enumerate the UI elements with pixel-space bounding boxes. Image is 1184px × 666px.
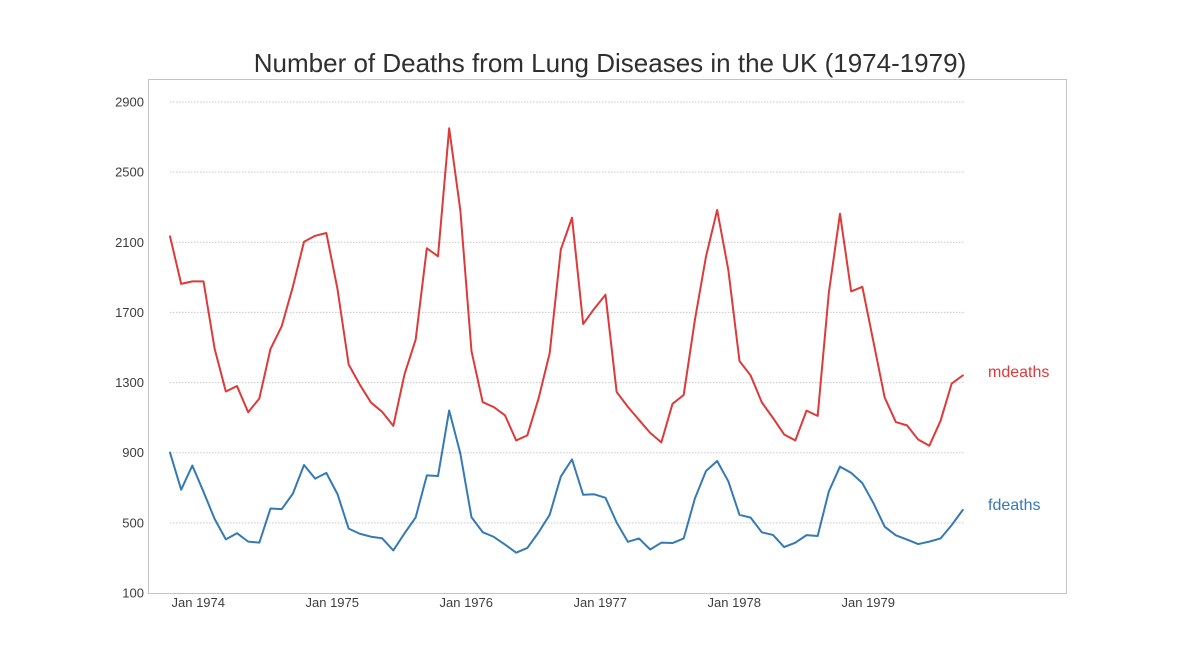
svg-text:1300: 1300 xyxy=(115,375,144,390)
svg-text:2500: 2500 xyxy=(115,165,144,180)
svg-text:Number of Deaths from Lung Dis: Number of Deaths from Lung Diseases in t… xyxy=(254,48,966,78)
svg-text:Jan 1975: Jan 1975 xyxy=(306,595,360,610)
svg-text:500: 500 xyxy=(122,515,144,530)
svg-text:mdeaths: mdeaths xyxy=(988,364,1049,381)
svg-text:2100: 2100 xyxy=(115,235,144,250)
svg-text:Jan 1976: Jan 1976 xyxy=(440,595,494,610)
svg-text:Jan 1979: Jan 1979 xyxy=(842,595,896,610)
svg-text:Jan 1974: Jan 1974 xyxy=(172,595,226,610)
svg-text:100: 100 xyxy=(122,586,144,601)
svg-text:2900: 2900 xyxy=(115,95,144,110)
svg-text:fdeaths: fdeaths xyxy=(988,497,1040,514)
svg-text:Jan 1978: Jan 1978 xyxy=(708,595,762,610)
svg-text:1700: 1700 xyxy=(115,305,144,320)
svg-text:900: 900 xyxy=(122,445,144,460)
svg-text:Jan 1977: Jan 1977 xyxy=(574,595,628,610)
